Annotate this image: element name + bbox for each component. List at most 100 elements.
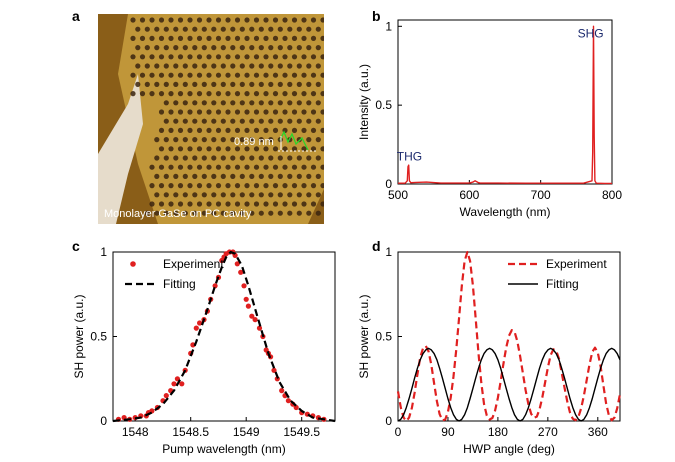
afm-hole bbox=[291, 72, 298, 78]
afm-hole bbox=[192, 81, 198, 87]
afm-caption: Monolayer GaSe on PC cavity bbox=[104, 208, 252, 220]
data-point-experiment bbox=[282, 393, 288, 399]
data-point-experiment bbox=[160, 398, 166, 404]
afm-hole bbox=[196, 146, 203, 152]
afm-hole bbox=[149, 54, 155, 60]
afm-hole bbox=[149, 17, 155, 23]
plot-frame bbox=[397, 251, 621, 422]
afm-hole bbox=[287, 192, 293, 198]
y-tick-label: 0.5 bbox=[375, 98, 392, 112]
afm-hole bbox=[258, 137, 264, 143]
afm-hole bbox=[320, 146, 324, 152]
afm-hole bbox=[168, 127, 174, 133]
afm-hole bbox=[249, 155, 255, 161]
afm-height-label: 0.89 nm bbox=[234, 136, 274, 148]
afm-hole bbox=[215, 35, 222, 41]
afm-hole bbox=[196, 35, 203, 41]
afm-hole bbox=[173, 137, 179, 143]
afm-hole bbox=[234, 109, 241, 115]
afm-hole bbox=[282, 54, 288, 60]
afm-hole bbox=[296, 26, 302, 32]
afm-hole bbox=[268, 192, 274, 198]
afm-hole bbox=[249, 118, 255, 124]
afm-hole bbox=[206, 127, 212, 133]
afm-hole bbox=[158, 91, 165, 97]
afm-hole bbox=[215, 91, 222, 97]
afm-hole bbox=[168, 109, 174, 115]
afm-hole bbox=[272, 146, 279, 152]
annotation-shg: SHG bbox=[578, 26, 604, 40]
panel-letter-a: a bbox=[72, 8, 80, 24]
afm-hole bbox=[239, 45, 245, 51]
afm-hole bbox=[230, 137, 236, 143]
afm-hole bbox=[244, 109, 250, 115]
afm-hole bbox=[296, 100, 302, 106]
data-point-experiment bbox=[315, 415, 321, 421]
data-point-experiment bbox=[182, 367, 188, 373]
afm-hole bbox=[258, 173, 264, 179]
afm-hole bbox=[263, 183, 269, 189]
afm-hole bbox=[249, 173, 255, 179]
afm-hole bbox=[272, 109, 279, 115]
data-point-experiment bbox=[274, 376, 280, 382]
afm-hole bbox=[144, 63, 150, 69]
afm-hole bbox=[244, 91, 250, 97]
data-point-experiment bbox=[171, 381, 177, 387]
afm-hole bbox=[225, 146, 231, 152]
y-tick-label: 0.5 bbox=[375, 330, 392, 344]
afm-hole bbox=[291, 127, 298, 133]
afm-hole bbox=[263, 17, 269, 23]
y-tick-label: 0 bbox=[385, 177, 392, 191]
afm-hole bbox=[234, 183, 241, 189]
afm-hole bbox=[135, 63, 141, 69]
x-tick-label: 180 bbox=[488, 425, 508, 439]
afm-hole bbox=[249, 63, 255, 69]
afm-hole bbox=[211, 81, 217, 87]
afm-hole bbox=[182, 63, 188, 69]
afm-hole bbox=[154, 210, 160, 216]
afm-hole bbox=[310, 35, 317, 41]
afm-hole bbox=[277, 26, 283, 32]
afm-hole bbox=[249, 192, 255, 198]
afm-hole bbox=[144, 26, 150, 32]
afm-hole bbox=[225, 127, 231, 133]
afm-hole bbox=[173, 45, 179, 51]
afm-hole bbox=[287, 100, 293, 106]
afm-hole bbox=[168, 72, 174, 78]
afm-hole bbox=[215, 127, 222, 133]
x-tick-label: 500 bbox=[388, 188, 408, 202]
afm-hole bbox=[249, 137, 255, 143]
afm-hole bbox=[282, 201, 288, 207]
y-axis-label: Intensity (a.u.) bbox=[357, 64, 371, 140]
y-axis-label: SH power (a.u.) bbox=[357, 294, 371, 378]
afm-hole bbox=[272, 54, 279, 60]
afm-hole bbox=[187, 201, 193, 207]
afm-hole bbox=[253, 35, 260, 41]
data-point-experiment bbox=[138, 413, 144, 419]
afm-hole bbox=[201, 118, 207, 124]
afm-hole bbox=[230, 210, 236, 216]
afm-hole bbox=[263, 109, 269, 115]
afm-hole bbox=[263, 54, 269, 60]
afm-hole bbox=[320, 54, 324, 60]
afm-hole bbox=[139, 72, 146, 78]
afm-hole bbox=[192, 45, 198, 51]
afm-hole bbox=[320, 164, 324, 170]
afm-hole bbox=[130, 35, 136, 41]
afm-hole bbox=[315, 137, 321, 143]
afm-hole bbox=[320, 127, 324, 133]
afm-hole bbox=[244, 183, 250, 189]
afm-hole bbox=[215, 201, 222, 207]
afm-hole bbox=[192, 173, 198, 179]
afm-hole bbox=[310, 72, 317, 78]
data-point-experiment bbox=[163, 393, 169, 399]
afm-hole bbox=[149, 183, 155, 189]
afm-hole bbox=[182, 45, 188, 51]
afm-hole bbox=[253, 91, 260, 97]
afm-hole bbox=[177, 146, 184, 152]
afm-hole bbox=[168, 164, 174, 170]
legend-label-fitting: Fitting bbox=[163, 277, 196, 291]
data-point-experiment bbox=[127, 416, 133, 422]
afm-hole bbox=[201, 210, 207, 216]
afm-hole bbox=[263, 72, 269, 78]
